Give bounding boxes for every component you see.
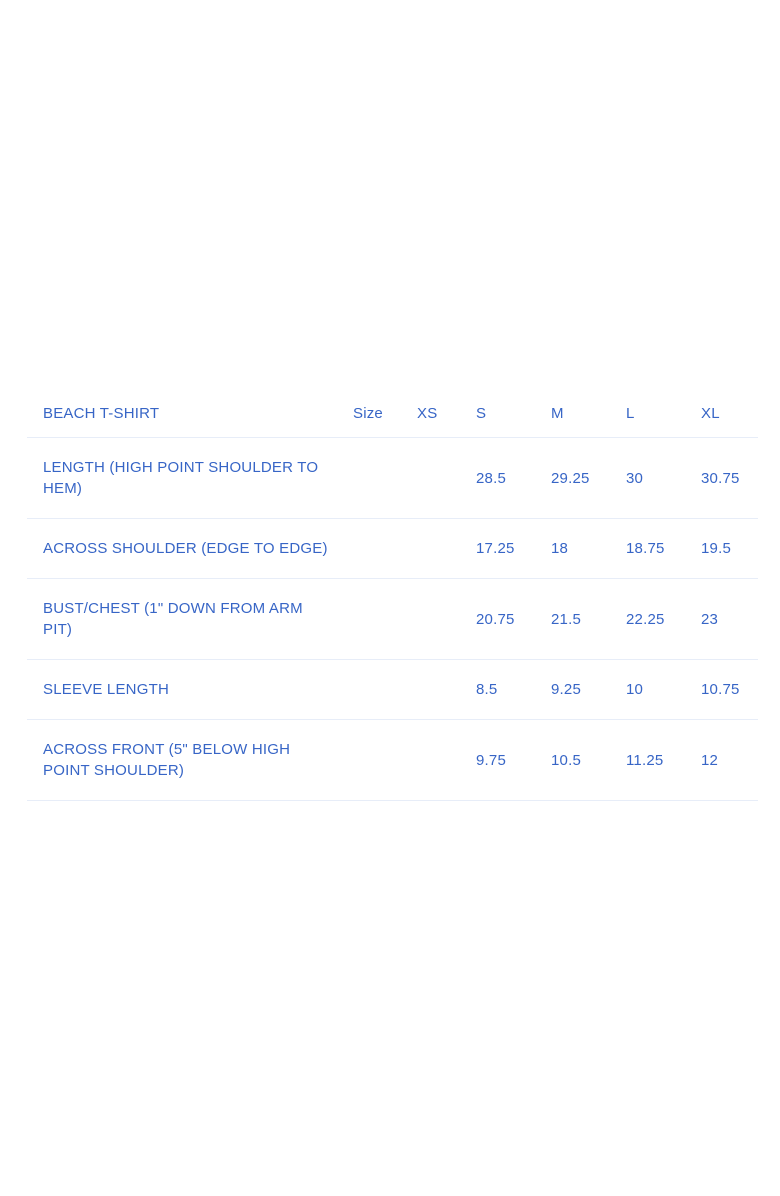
value-xl: 10.75 bbox=[701, 681, 740, 698]
size-header-xs: XS bbox=[417, 405, 438, 422]
product-name: BEACH T-SHIRT bbox=[43, 405, 160, 422]
size-header-m: M bbox=[551, 405, 564, 422]
value-xl: 30.75 bbox=[701, 469, 740, 487]
size-header-l: L bbox=[626, 405, 635, 422]
size-column-label: Size bbox=[353, 405, 383, 422]
table-row: LENGTH (HIGH POINT SHOULDER TO HEM) 28.5… bbox=[27, 438, 758, 519]
value-m: 18 bbox=[551, 540, 569, 557]
measurement-label: ACROSS SHOULDER (EDGE TO EDGE) bbox=[43, 540, 328, 557]
value-s: 28.5 bbox=[476, 469, 506, 487]
table-row: ACROSS SHOULDER (EDGE TO EDGE) 17.25 18 … bbox=[27, 519, 758, 579]
value-m: 9.25 bbox=[551, 681, 581, 698]
value-l: 30 bbox=[626, 469, 644, 487]
value-s: 9.75 bbox=[476, 751, 506, 769]
size-header-xl: XL bbox=[701, 405, 720, 422]
product-name-cell: BEACH T-SHIRT bbox=[27, 403, 353, 424]
value-m: 21.5 bbox=[551, 610, 581, 628]
value-l: 18.75 bbox=[626, 540, 665, 557]
table-row: SLEEVE LENGTH 8.5 9.25 10 10.75 bbox=[27, 660, 758, 720]
measurement-label-cell: ACROSS FRONT (5" BELOW HIGH POINT SHOULD… bbox=[27, 739, 353, 781]
table-row: BUST/CHEST (1" DOWN FROM ARM PIT) 20.75 … bbox=[27, 579, 758, 660]
measurement-label: SLEEVE LENGTH bbox=[43, 681, 169, 698]
size-chart-table: BEACH T-SHIRT Size XS S M L XL LENGTH (H… bbox=[27, 390, 758, 801]
measurement-label-cell: ACROSS SHOULDER (EDGE TO EDGE) bbox=[27, 538, 353, 559]
value-s: 8.5 bbox=[476, 681, 498, 698]
measurement-label-cell: BUST/CHEST (1" DOWN FROM ARM PIT) bbox=[27, 598, 353, 640]
value-l: 10 bbox=[626, 681, 644, 698]
value-m: 29.25 bbox=[551, 469, 590, 487]
value-m: 10.5 bbox=[551, 751, 581, 769]
measurement-label-cell: SLEEVE LENGTH bbox=[27, 679, 353, 700]
measurement-label-cell: LENGTH (HIGH POINT SHOULDER TO HEM) bbox=[27, 457, 353, 499]
value-xl: 19.5 bbox=[701, 540, 731, 557]
value-xl: 23 bbox=[701, 610, 719, 628]
table-row: ACROSS FRONT (5" BELOW HIGH POINT SHOULD… bbox=[27, 720, 758, 801]
value-xl: 12 bbox=[701, 751, 719, 769]
size-header-s: S bbox=[476, 405, 487, 422]
size-chart-header-row: BEACH T-SHIRT Size XS S M L XL bbox=[27, 390, 758, 438]
value-l: 22.25 bbox=[626, 610, 665, 628]
measurement-label: LENGTH (HIGH POINT SHOULDER TO HEM) bbox=[43, 459, 319, 497]
value-s: 17.25 bbox=[476, 540, 515, 557]
value-s: 20.75 bbox=[476, 610, 515, 628]
measurement-label: BUST/CHEST (1" DOWN FROM ARM PIT) bbox=[43, 600, 303, 638]
value-l: 11.25 bbox=[626, 751, 664, 769]
measurement-label: ACROSS FRONT (5" BELOW HIGH POINT SHOULD… bbox=[43, 741, 291, 779]
